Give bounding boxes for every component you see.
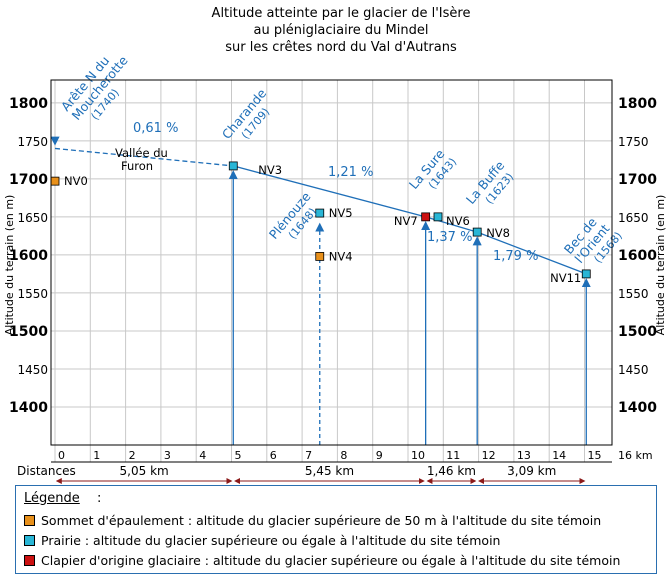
x-tick-label: 9 — [376, 449, 383, 462]
x-tick-label: 1 — [93, 449, 100, 462]
x-tick-label: 14 — [552, 449, 566, 462]
site-label-group: Bec del'Orient(1568) — [561, 214, 625, 266]
legend-item-clapier: Clapier d'origine glaciaire : altitude d… — [24, 553, 620, 568]
x-tick-label: 12 — [482, 449, 496, 462]
y-tick-right: 1500 — [618, 324, 657, 340]
site-label-group: La Buffe(1623) — [463, 158, 516, 207]
site-label-group: La Sure(1643) — [406, 146, 459, 192]
y-tick-right: 1700 — [618, 172, 657, 188]
x-tick-label: 7 — [305, 449, 312, 462]
marker-prairie — [228, 161, 238, 171]
slope-label: 0,61 % — [133, 121, 178, 136]
chart: Altitude atteinte par le glacier de l'Is… — [3, 6, 667, 484]
y-tick-right: 1400 — [618, 400, 657, 416]
marker-prairie — [581, 269, 591, 279]
annotation-furon-line-1: Vallée du — [115, 146, 168, 160]
y-tick-left: 1650 — [17, 211, 48, 225]
marker-label: NV8 — [486, 226, 510, 240]
legend-swatch-prairie — [24, 535, 35, 546]
x-tick-label: 5 — [235, 449, 242, 462]
y-tick-left: 1550 — [17, 287, 48, 301]
slope-label: 1,79 % — [493, 249, 538, 264]
y-tick-right: 1450 — [618, 363, 649, 377]
x-tick-label: 13 — [517, 449, 531, 462]
y-tick-right: 1650 — [618, 211, 649, 225]
legend-title: Légende — [24, 491, 80, 506]
y-tick-left: 1750 — [17, 135, 48, 149]
x-tick-label: 15 — [588, 449, 602, 462]
marker-epaulement — [315, 252, 325, 261]
y-tick-right: 1750 — [618, 135, 649, 149]
distance-label: 3,09 km — [507, 464, 556, 478]
marker-label: NV4 — [329, 249, 353, 263]
y-tick-right: 1600 — [618, 248, 657, 264]
y-axis-label-left: Altitude du terrain (en m) — [3, 195, 16, 336]
marker-label: NV6 — [446, 214, 470, 228]
legend-swatch-epaulement — [24, 515, 35, 526]
marker-label: NV7 — [394, 214, 418, 228]
chart-title-line-2: au pléniglaciaire du Mindel — [254, 23, 429, 38]
x-tick-label: 6 — [270, 449, 277, 462]
distance-row: 5,05 km 5,45 km 1,46 km 3,09 km — [55, 464, 586, 484]
x-ticks: 0 1 2 3 4 5 6 7 8 9 10 11 12 13 14 15 16 km — [58, 449, 653, 462]
marker-prairie — [433, 212, 443, 222]
x-tick-label: 4 — [199, 449, 206, 462]
marker-prairie — [472, 227, 482, 237]
marker-clapier — [421, 212, 431, 222]
plot-frame — [50, 79, 613, 446]
y-tick-left: 1600 — [9, 248, 48, 264]
glacier-line-segment — [476, 231, 587, 275]
site-label-group: Plénouze(1648) — [266, 189, 319, 242]
slope-label: 1,37 % — [427, 230, 472, 245]
x-tick-label: 0 — [58, 449, 65, 462]
y-tick-left: 1450 — [17, 363, 48, 377]
legend-item-prairie: Prairie : altitude du glacier supérieure… — [24, 533, 500, 548]
marker-prairie — [315, 208, 325, 218]
legend: Légende : Sommet d'épaulement : altitude… — [15, 485, 657, 574]
legend-item-epaulement: Sommet d'épaulement : altitude du glacie… — [24, 513, 601, 528]
x-tick-label: 11 — [446, 449, 460, 462]
legend-text-epaulement: Sommet d'épaulement : altitude du glacie… — [41, 513, 602, 528]
x-unit-label: 16 km — [618, 449, 653, 462]
marker-label: NV11 — [550, 271, 581, 285]
distance-label: 1,46 km — [427, 464, 476, 478]
x-tick-label: 3 — [164, 449, 171, 462]
y-tick-left: 1700 — [9, 172, 48, 188]
y-ticks: 1400 1400 1450 1450 1500 1500 1550 1550 1600 1600… — [9, 96, 657, 416]
legend-text-prairie: Prairie : altitude du glacier supérieure… — [41, 533, 501, 548]
marker-label: NV0 — [64, 174, 88, 188]
legend-text-clapier: Clapier d'origine glaciaire : altitude d… — [41, 553, 621, 568]
legend-title-suffix: : — [97, 491, 102, 506]
marker-epaulement — [50, 176, 60, 186]
marker-label: NV5 — [329, 206, 353, 220]
x-tick-label: 10 — [411, 449, 425, 462]
glacier-line-segment — [54, 147, 234, 167]
y-tick-left: 1800 — [9, 96, 48, 112]
glacier-line-segment — [233, 165, 426, 218]
y-tick-right: 1800 — [618, 96, 657, 112]
chart-title-line-3: sur les crêtes nord du Val d'Autrans — [225, 40, 457, 55]
y-axis-label-right: Altitude du terrain (en m) — [654, 195, 667, 336]
y-tick-right: 1550 — [618, 287, 649, 301]
marker-label: NV3 — [258, 163, 282, 177]
x-tick-label: 8 — [340, 449, 347, 462]
slope-label: 1,21 % — [328, 165, 373, 180]
annotation-furon-line-2: Furon — [121, 159, 153, 173]
y-tick-left: 1500 — [9, 324, 48, 340]
distance-label: 5,45 km — [305, 464, 354, 478]
y-tick-left: 1400 — [9, 400, 48, 416]
legend-swatch-clapier — [24, 555, 35, 566]
x-tick-label: 2 — [129, 449, 136, 462]
chart-title-line-1: Altitude atteinte par le glacier de l'Is… — [212, 6, 471, 21]
distances-label: Distances — [17, 464, 76, 478]
plot-area: NV0 NV3 NV4 NV5 NV7 NV6 NV8 NV11 Arête N duMouch… — [50, 53, 625, 445]
grid — [51, 80, 612, 463]
distance-label: 5,05 km — [120, 464, 169, 478]
